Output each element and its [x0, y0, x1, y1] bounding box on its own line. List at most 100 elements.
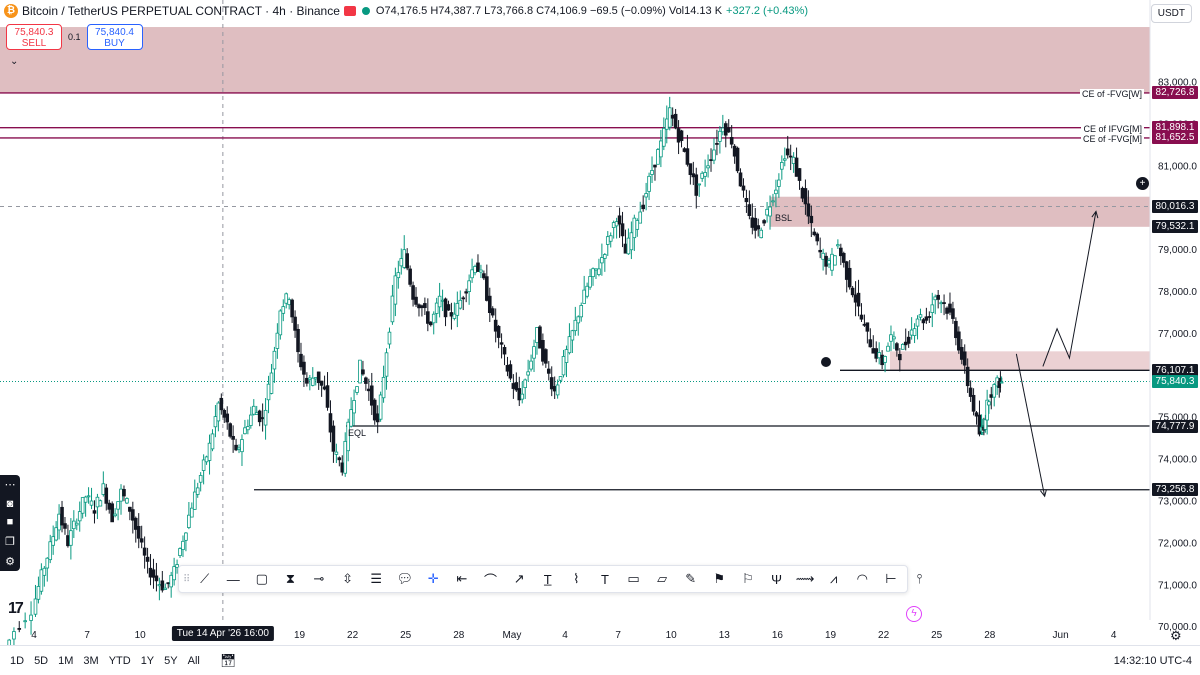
video-icon[interactable]: ■ — [6, 516, 14, 529]
candle-body — [251, 405, 256, 415]
note-tool-icon[interactable]: ▭ — [627, 571, 640, 586]
currency-selector[interactable]: USDT — [1150, 4, 1192, 23]
market-status-icon[interactable] — [343, 6, 356, 16]
candle-body — [706, 165, 710, 169]
candle-body — [113, 513, 117, 517]
buy-button[interactable]: 75,840.4 BUY — [86, 24, 143, 50]
rectangle-tool-icon[interactable]: ▢ — [255, 571, 268, 586]
comment-tool-icon[interactable]: ▱ — [657, 571, 668, 586]
range-button-1m[interactable]: 1M — [58, 654, 74, 667]
calendar-icon[interactable]: 📅︎ — [219, 652, 237, 668]
price-tag[interactable]: 81,898.1 — [1152, 121, 1198, 135]
candle-body — [809, 215, 814, 224]
candle-body — [39, 569, 44, 592]
axis-settings-gear-icon[interactable]: ⚙ — [1170, 628, 1182, 643]
order-quantity[interactable]: 0.1 — [68, 32, 81, 42]
candle-body — [623, 243, 628, 254]
trade-panel: 75,840.3 SELL 0.1 75,840.4 BUY — [6, 24, 143, 50]
candle-body — [269, 372, 274, 394]
add-alert-plus-icon[interactable]: + — [1136, 177, 1149, 190]
callout-tool-icon[interactable]: 💬︎ — [396, 571, 414, 586]
candle-body — [184, 532, 188, 541]
fvg-zone — [890, 351, 1150, 371]
candle-body — [496, 325, 501, 338]
arrow-tool-icon[interactable]: ↗ — [513, 571, 525, 586]
range-button-5d[interactable]: 5D — [34, 654, 49, 667]
candle-body — [667, 107, 672, 128]
fib-retracement-tool-icon[interactable]: ☰ — [370, 571, 383, 586]
candle-body — [685, 148, 690, 165]
candle-body — [744, 197, 749, 203]
crosshair-tool-icon[interactable]: ✛ — [427, 571, 439, 586]
clock[interactable]: 14:32:10 UTC-4 — [1113, 654, 1192, 667]
layers-icon[interactable]: ❐ — [5, 536, 15, 549]
range-button-5y[interactable]: 5Y — [164, 654, 178, 667]
pin-tool-icon[interactable]: ⫯ — [916, 571, 923, 586]
range-button-1y[interactable]: 1Y — [140, 654, 155, 667]
camera-icon[interactable]: ◙ — [6, 497, 14, 510]
flag-tool-icon[interactable]: ⚑ — [713, 571, 726, 586]
candle-body — [308, 377, 312, 381]
candle-body — [570, 330, 575, 341]
path-tool-icon[interactable]: ⌒ — [484, 572, 498, 588]
candle-body — [396, 272, 401, 279]
price-tag[interactable]: 80,016.3 — [1152, 200, 1198, 214]
drag-handle-icon[interactable]: ⠿ — [183, 573, 191, 585]
candle-body — [718, 130, 722, 142]
more-dots-icon[interactable]: ⋯ — [4, 479, 16, 492]
candle-body — [561, 356, 566, 376]
price-range-tool-icon[interactable]: ⇳ — [342, 571, 354, 586]
symbol-title[interactable]: Bitcoin / TetherUS PERPETUAL CONTRACT · … — [22, 4, 340, 18]
text-tool-icon[interactable]: T — [600, 571, 609, 587]
candle-body — [234, 444, 238, 451]
price-tag[interactable]: 81,652.5 — [1152, 131, 1198, 145]
candle-body — [387, 331, 392, 345]
range-button-3m[interactable]: 3M — [83, 654, 99, 667]
polyline-tool-icon[interactable]: ⩘ — [830, 571, 838, 586]
trend-line-tool-icon[interactable]: ⟋ — [200, 571, 210, 586]
price-tag[interactable]: 73,256.8 — [1152, 483, 1198, 497]
price-tag[interactable]: 75,840.3 — [1152, 374, 1198, 388]
x-tick-label: 4 — [31, 630, 37, 641]
candle-body — [325, 385, 330, 408]
anchored-text-tool-icon[interactable]: T̲ — [543, 571, 552, 587]
extended-line-tool-icon[interactable]: ⟿ — [795, 571, 815, 586]
curve-tool-icon[interactable]: ◠ — [856, 571, 868, 586]
candle-body — [582, 289, 586, 304]
candle-body — [939, 302, 943, 305]
horizontal-line-tool-icon[interactable]: — — [226, 571, 240, 587]
candle-body — [42, 567, 47, 576]
candle-body — [145, 556, 150, 562]
range-button-ytd[interactable]: YTD — [108, 654, 131, 667]
date-range-tool-icon[interactable]: ⇤ — [456, 571, 468, 586]
candle-body — [169, 574, 173, 588]
candle-body — [417, 304, 421, 309]
horizontal-ray-tool-icon[interactable]: ⊸ — [313, 571, 325, 586]
price-tag[interactable]: 74,777.9 — [1152, 419, 1198, 433]
candle-body — [249, 414, 253, 426]
price-tag[interactable]: 79,532.1 — [1152, 220, 1198, 234]
sell-button[interactable]: 75,840.3 SELL — [6, 24, 62, 50]
time-axis[interactable]: 4 7 10 19 22 25 28 May 4 7 10 13 16 19 22 25 28 Jun 4 Tue 1… — [0, 622, 1150, 644]
gear-icon[interactable]: ⚙ — [5, 555, 15, 568]
candle-body — [933, 296, 938, 301]
candle-body — [853, 294, 858, 303]
brush-tool-icon[interactable]: ⌇ — [573, 571, 580, 586]
range-button-1d[interactable]: 1D — [10, 654, 25, 667]
price-tag[interactable]: 76,107.1 — [1152, 363, 1198, 377]
candle-body — [691, 173, 696, 178]
signpost-tool-icon[interactable]: ⚐ — [742, 571, 754, 586]
candle-body — [201, 459, 206, 471]
range-button-all[interactable]: All — [187, 654, 200, 667]
price-tag[interactable]: 82,726.8 — [1152, 86, 1198, 100]
alarm-clock-icon[interactable] — [821, 357, 831, 367]
long-position-tool-tool-icon[interactable]: ⧗ — [285, 571, 295, 586]
candle-body — [759, 229, 763, 239]
lightning-alert-icon[interactable]: ϟ — [906, 606, 922, 622]
pitchfork-tool-icon[interactable]: Ψ — [771, 571, 782, 587]
info-line-tool-icon[interactable]: ⊢ — [885, 571, 897, 586]
candle-body — [237, 447, 241, 450]
pencil-tool-icon[interactable]: ✎ — [685, 571, 697, 586]
chevron-down-icon[interactable]: ⌄ — [10, 56, 19, 67]
chart-canvas[interactable]: 83,000.082,000.081,000.080,000.079,000.0… — [0, 0, 1200, 645]
